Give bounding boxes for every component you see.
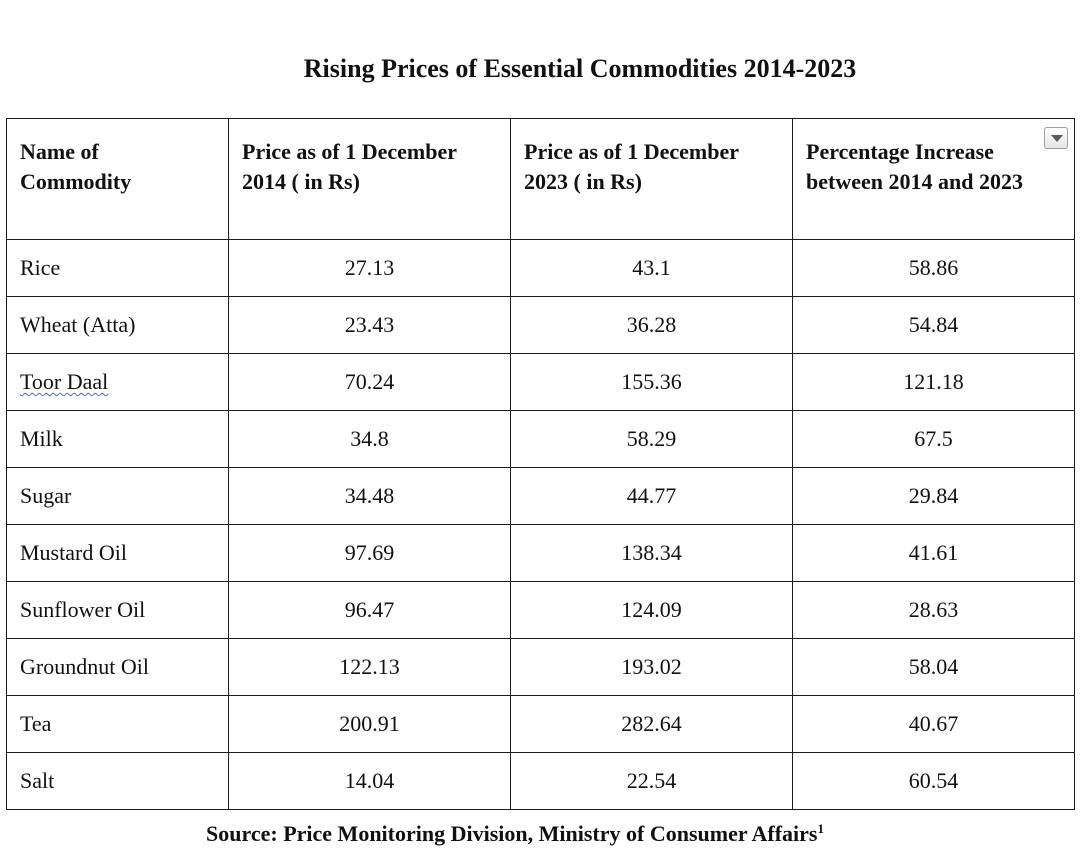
increase-cell: 121.18: [792, 353, 1075, 411]
increase-cell: 40.67: [792, 695, 1075, 753]
table-row: Wheat (Atta) 23.43 36.28 54.84: [6, 296, 1075, 354]
commodity-price-table: Name of Commodity Price as of 1 December…: [6, 118, 1075, 810]
price-2023-cell: 155.36: [510, 353, 793, 411]
table-row: Salt 14.04 22.54 60.54: [6, 752, 1075, 810]
header-price-2023: Price as of 1 December 2023 ( in Rs): [510, 118, 793, 240]
price-2023-cell: 124.09: [510, 581, 793, 639]
table-row: Sunflower Oil 96.47 124.09 28.63: [6, 581, 1075, 639]
price-2023-cell: 58.29: [510, 410, 793, 468]
table-row: Groundnut Oil 122.13 193.02 58.04: [6, 638, 1075, 696]
price-2023-cell: 36.28: [510, 296, 793, 354]
table-row: Milk 34.8 58.29 67.5: [6, 410, 1075, 468]
price-2014-cell: 14.04: [228, 752, 511, 810]
increase-cell: 58.86: [792, 239, 1075, 297]
header-price-2014: Price as of 1 December 2014 ( in Rs): [228, 118, 511, 240]
commodity-name: Salt: [6, 752, 229, 810]
footnote-reference[interactable]: 1: [817, 821, 824, 836]
source-note: Source: Price Monitoring Division, Minis…: [0, 819, 1030, 849]
price-2023-cell: 22.54: [510, 752, 793, 810]
price-2014-cell: 97.69: [228, 524, 511, 582]
commodity-name[interactable]: Toor Daal: [6, 353, 229, 411]
commodity-name: Tea: [6, 695, 229, 753]
table-row: Tea 200.91 282.64 40.67: [6, 695, 1075, 753]
price-2014-cell: 200.91: [228, 695, 511, 753]
spellcheck-flagged-word[interactable]: Toor Daal: [20, 369, 109, 394]
price-2014-cell: 122.13: [228, 638, 511, 696]
price-2023-cell: 193.02: [510, 638, 793, 696]
source-text: Source: Price Monitoring Division, Minis…: [206, 821, 818, 846]
price-2014-cell: 34.48: [228, 467, 511, 525]
document-title: Rising Prices of Essential Commodities 2…: [303, 54, 857, 83]
commodity-name: Groundnut Oil: [6, 638, 229, 696]
commodity-name: Sugar: [6, 467, 229, 525]
increase-cell: 60.54: [792, 752, 1075, 810]
chevron-down-icon: [1051, 135, 1063, 142]
column-dropdown-button[interactable]: [1044, 127, 1068, 149]
table-row: Sugar 34.48 44.77 29.84: [6, 467, 1075, 525]
increase-cell: 29.84: [792, 467, 1075, 525]
price-2023-cell: 282.64: [510, 695, 793, 753]
price-2014-cell: 27.13: [228, 239, 511, 297]
price-2014-cell: 70.24: [228, 353, 511, 411]
table-row: Rice 27.13 43.1 58.86: [6, 239, 1075, 297]
price-2014-cell: 96.47: [228, 581, 511, 639]
table-header-row: Name of Commodity Price as of 1 December…: [6, 118, 1075, 240]
commodity-name: Milk: [6, 410, 229, 468]
increase-cell: 54.84: [792, 296, 1075, 354]
header-percentage-increase: Percentage Increase between 2014 and 202…: [792, 118, 1075, 240]
table-row: Toor Daal 70.24 155.36 121.18: [6, 353, 1075, 411]
price-2023-cell: 43.1: [510, 239, 793, 297]
increase-cell: 67.5: [792, 410, 1075, 468]
commodity-name: Sunflower Oil: [6, 581, 229, 639]
commodity-name: Wheat (Atta): [6, 296, 229, 354]
increase-cell: 28.63: [792, 581, 1075, 639]
price-2023-cell: 44.77: [510, 467, 793, 525]
commodity-name: Mustard Oil: [6, 524, 229, 582]
increase-cell: 58.04: [792, 638, 1075, 696]
commodity-name: Rice: [6, 239, 229, 297]
price-2014-cell: 34.8: [228, 410, 511, 468]
increase-cell: 41.61: [792, 524, 1075, 582]
header-commodity: Name of Commodity: [6, 118, 229, 240]
table-row: Mustard Oil 97.69 138.34 41.61: [6, 524, 1075, 582]
price-2014-cell: 23.43: [228, 296, 511, 354]
price-2023-cell: 138.34: [510, 524, 793, 582]
